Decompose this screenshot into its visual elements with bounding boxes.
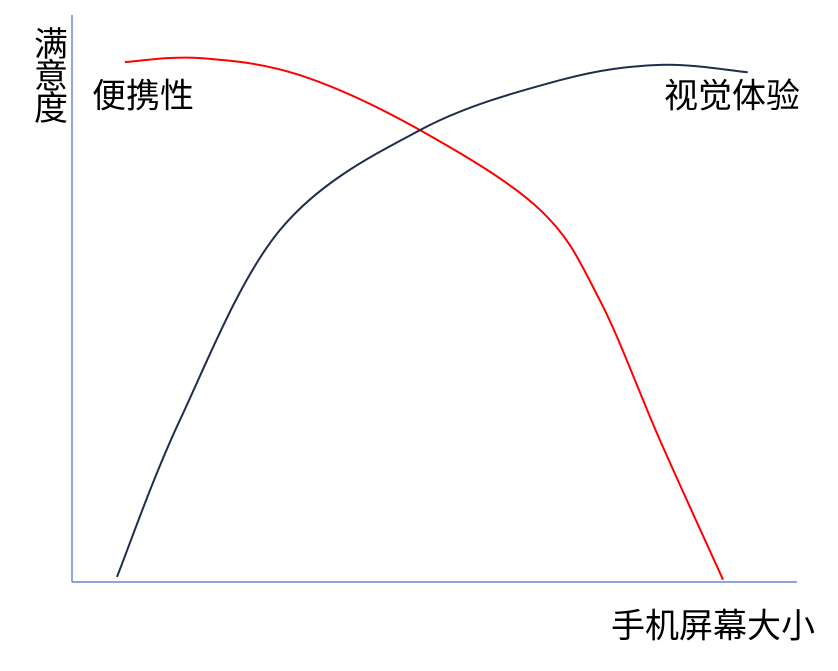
series-label: 便携性: [92, 77, 194, 117]
y-axis-label: 满意度: [28, 26, 68, 124]
series-label: 视觉体验: [664, 77, 800, 117]
x-axis-label: 手机屏幕大小: [611, 607, 815, 647]
line: [116, 63, 748, 578]
line: [124, 56, 724, 581]
